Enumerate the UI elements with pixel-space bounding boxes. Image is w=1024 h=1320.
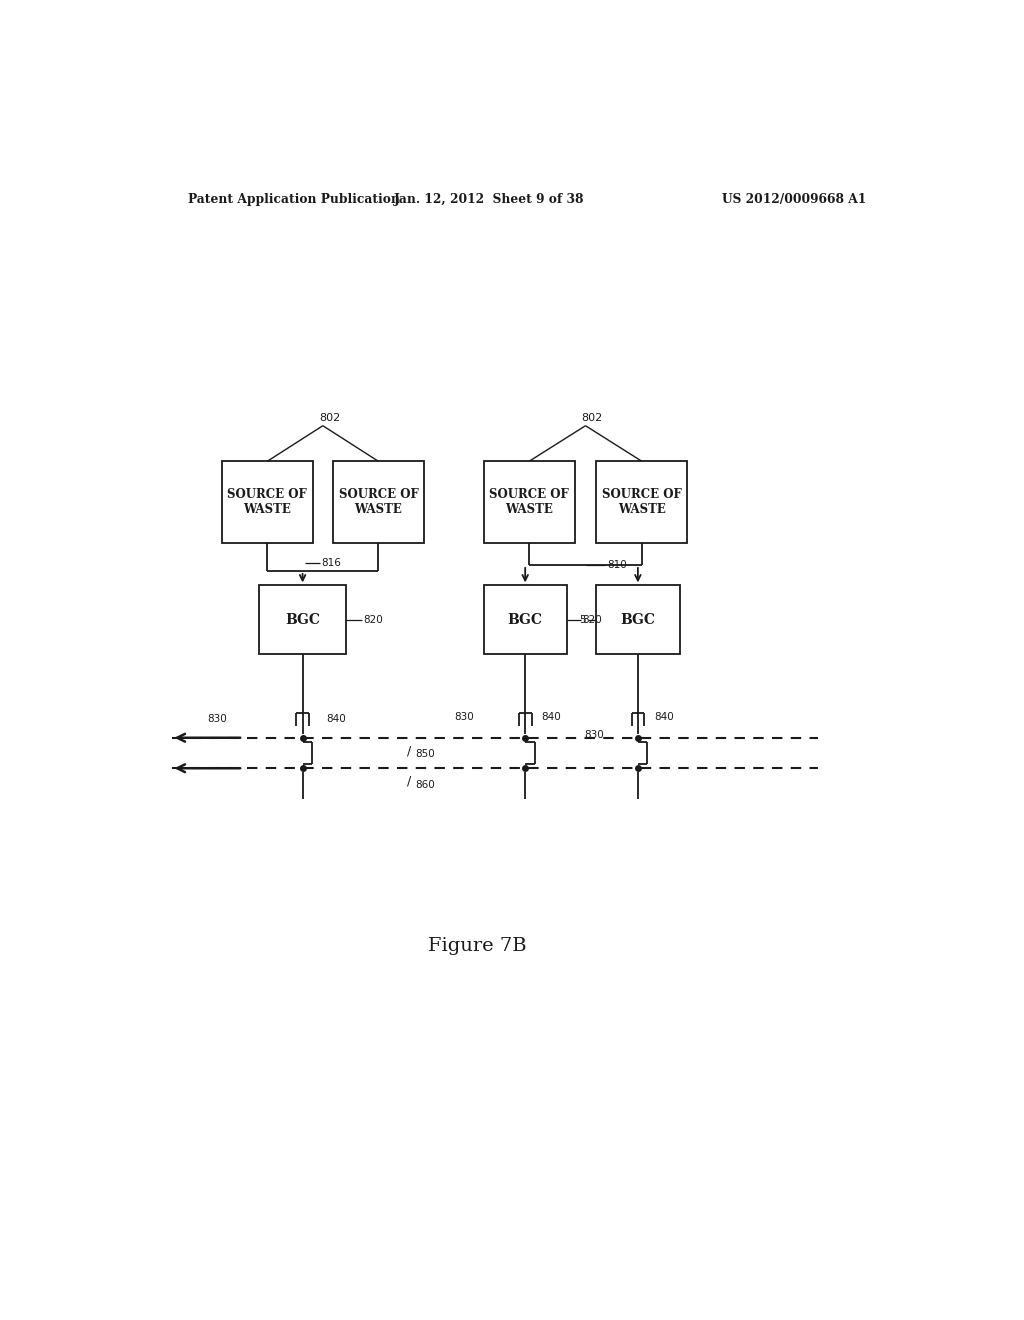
Bar [483, 461, 574, 543]
Text: BGC: BGC [285, 612, 321, 627]
Text: 802: 802 [318, 413, 340, 422]
Text: BGC: BGC [508, 612, 543, 627]
Bar [596, 461, 687, 543]
Text: 820: 820 [364, 615, 383, 624]
Text: /: / [408, 775, 412, 788]
Text: 830: 830 [207, 714, 227, 725]
Text: SOURCE OF
WASTE: SOURCE OF WASTE [227, 488, 307, 516]
Text: /: / [408, 744, 412, 758]
Text: Jan. 12, 2012  Sheet 9 of 38: Jan. 12, 2012 Sheet 9 of 38 [394, 193, 585, 206]
Text: SOURCE OF
WASTE: SOURCE OF WASTE [602, 488, 682, 516]
Bar [483, 585, 567, 655]
Text: US 2012/0009668 A1: US 2012/0009668 A1 [722, 193, 866, 206]
Text: 850: 850 [416, 748, 435, 759]
Text: 802: 802 [582, 413, 603, 422]
Text: 810: 810 [607, 560, 627, 570]
Text: 840: 840 [327, 714, 346, 725]
Text: SOURCE OF
WASTE: SOURCE OF WASTE [339, 488, 418, 516]
Text: Figure 7B: Figure 7B [428, 937, 526, 956]
Text: BGC: BGC [621, 612, 655, 627]
Text: 816: 816 [322, 558, 342, 568]
Text: SOURCE OF
WASTE: SOURCE OF WASTE [489, 488, 569, 516]
Bar [221, 461, 313, 543]
Bar [333, 461, 424, 543]
Text: 5: 5 [579, 615, 586, 624]
Text: 820: 820 [583, 615, 602, 624]
Bar [596, 585, 680, 655]
Text: Patent Application Publication: Patent Application Publication [187, 193, 399, 206]
Text: 830: 830 [584, 730, 604, 741]
Text: 840: 840 [541, 711, 561, 722]
Text: 840: 840 [653, 711, 674, 722]
Text: 830: 830 [454, 711, 473, 722]
Text: 860: 860 [416, 780, 435, 789]
Bar [259, 585, 346, 655]
